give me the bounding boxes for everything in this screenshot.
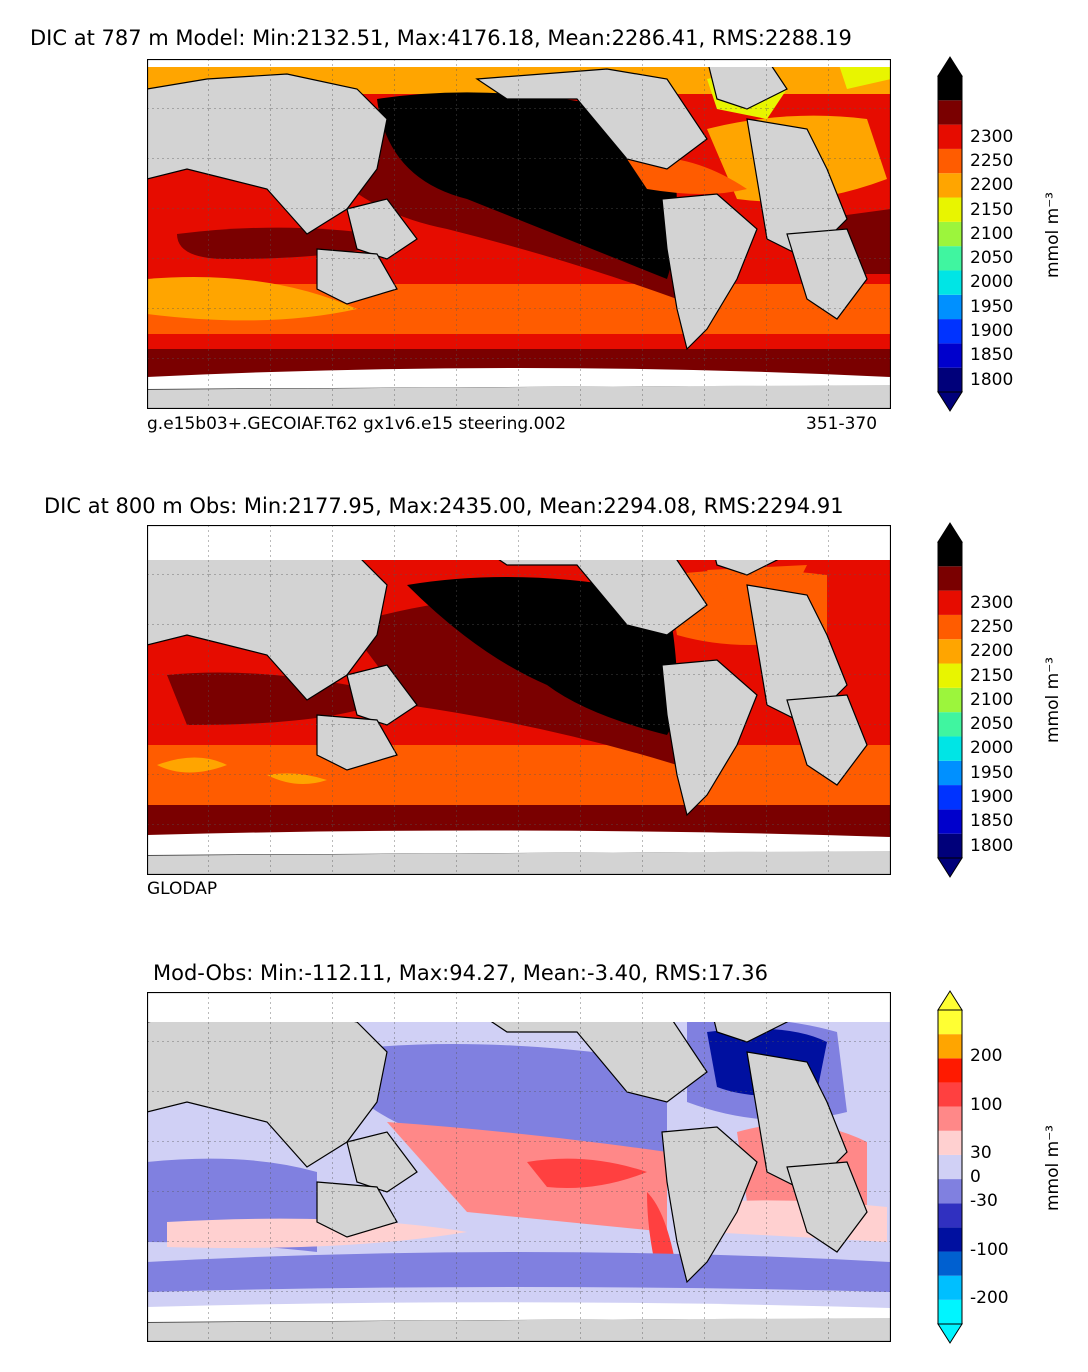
colorbar-tick-label: 1850 (970, 345, 1014, 366)
colorbar-band (938, 614, 962, 640)
panel-1-colorbar (937, 56, 963, 412)
panel-3-title: Mod-Obs: Min:-112.11, Max:94.27, Mean:-3… (153, 961, 768, 985)
colorbar-band (938, 687, 962, 713)
panel-1-caption-left: g.e15b03+.GECOIAF.T62 gx1v6.e15 steering… (147, 414, 567, 434)
colorbar-band (938, 319, 962, 344)
colorbar-band (938, 367, 962, 392)
colorbar-band (938, 246, 962, 271)
colorbar-extend-high (937, 522, 963, 543)
panel-1-title: DIC at 787 m Model: Min:2132.51, Max:417… (30, 26, 852, 50)
colorbar-extend-low (937, 857, 963, 878)
colorbar-tick-label: 2150 (970, 665, 1014, 686)
colorbar-tick-label: 100 (970, 1094, 1003, 1115)
panel-2-map (147, 525, 891, 875)
colorbar-band (938, 736, 962, 761)
colorbar-band (938, 1058, 962, 1083)
colorbar-tick-label: 2000 (970, 272, 1014, 293)
colorbar-band (938, 270, 962, 295)
colorbar-tick-label: 2000 (970, 738, 1014, 759)
colorbar-tick-label: 2300 (970, 592, 1014, 613)
colorbar-band (938, 294, 962, 320)
colorbar-extend-low (937, 1323, 963, 1344)
colorbar-band (938, 343, 962, 368)
colorbar-band (938, 100, 962, 125)
panel-2-colorbar (937, 522, 963, 878)
panel-1-caption-right: 351-370 (806, 414, 878, 434)
panel-2-colorbar-unit: mmol m⁻³ (1043, 657, 1063, 743)
panel-2-title: DIC at 800 m Obs: Min:2177.95, Max:2435.… (44, 494, 844, 518)
colorbar-band (938, 1106, 962, 1131)
colorbar-band (938, 1130, 962, 1155)
colorbar-band (938, 760, 962, 786)
colorbar-tick-label: 1900 (970, 787, 1014, 808)
colorbar-tick-label: 1900 (970, 321, 1014, 342)
colorbar-band (938, 639, 962, 664)
colorbar-band (938, 1154, 962, 1180)
colorbar-band (938, 1227, 962, 1252)
colorbar-band (938, 173, 962, 198)
colorbar-band (938, 785, 962, 810)
colorbar-band (938, 1179, 962, 1204)
colorbar-tick-label: -30 (970, 1191, 998, 1212)
colorbar-band (938, 712, 962, 737)
panel-1-map (147, 59, 891, 409)
colorbar-band (938, 542, 962, 567)
colorbar-band (938, 833, 962, 858)
colorbar-tick-label: 0 (970, 1167, 981, 1188)
colorbar-tick-label: 1800 (970, 835, 1014, 856)
colorbar-extend-high (937, 56, 963, 77)
colorbar-tick-label: 2050 (970, 248, 1014, 269)
colorbar-band (938, 1251, 962, 1276)
colorbar-band (938, 1275, 962, 1300)
colorbar-tick-label: 200 (970, 1046, 1003, 1067)
colorbar-band (938, 1010, 962, 1035)
colorbar-tick-label: 2300 (970, 126, 1014, 147)
colorbar-band (938, 1203, 962, 1228)
colorbar-tick-label: 2250 (970, 150, 1014, 171)
panel-3-map (147, 992, 891, 1342)
colorbar-tick-label: 2200 (970, 175, 1014, 196)
panel-3-colorbar (937, 990, 963, 1344)
colorbar-band (938, 809, 962, 834)
colorbar-band (938, 148, 962, 174)
colorbar-tick-label: 2150 (970, 199, 1014, 220)
colorbar-band (938, 197, 962, 222)
colorbar-band (938, 663, 962, 688)
colorbar-tick-label: 2200 (970, 641, 1014, 662)
colorbar-tick-label: -100 (970, 1239, 1009, 1260)
colorbar-tick-label: 30 (970, 1142, 992, 1163)
colorbar-tick-label: 2250 (970, 616, 1014, 637)
colorbar-tick-label: 1950 (970, 762, 1014, 783)
colorbar-tick-label: -200 (970, 1287, 1009, 1308)
colorbar-band (938, 124, 962, 149)
colorbar-extend-high (937, 990, 963, 1011)
colorbar-band (938, 590, 962, 615)
colorbar-tick-label: 1850 (970, 811, 1014, 832)
panel-3-colorbar-unit: mmol m⁻³ (1043, 1125, 1063, 1211)
colorbar-band (938, 76, 962, 101)
colorbar-band (938, 1299, 962, 1324)
panel-1-colorbar-unit: mmol m⁻³ (1043, 192, 1063, 278)
panel-2-caption-left: GLODAP (147, 879, 218, 899)
colorbar-tick-label: 2050 (970, 714, 1014, 735)
colorbar-band (938, 1082, 962, 1107)
colorbar-tick-label: 1800 (970, 369, 1014, 390)
colorbar-extend-low (937, 391, 963, 412)
colorbar-tick-label: 2100 (970, 689, 1014, 710)
colorbar-tick-label: 2100 (970, 223, 1014, 244)
colorbar-band (938, 1034, 962, 1059)
colorbar-band (938, 566, 962, 591)
colorbar-tick-label: 1950 (970, 296, 1014, 317)
colorbar-band (938, 221, 962, 247)
